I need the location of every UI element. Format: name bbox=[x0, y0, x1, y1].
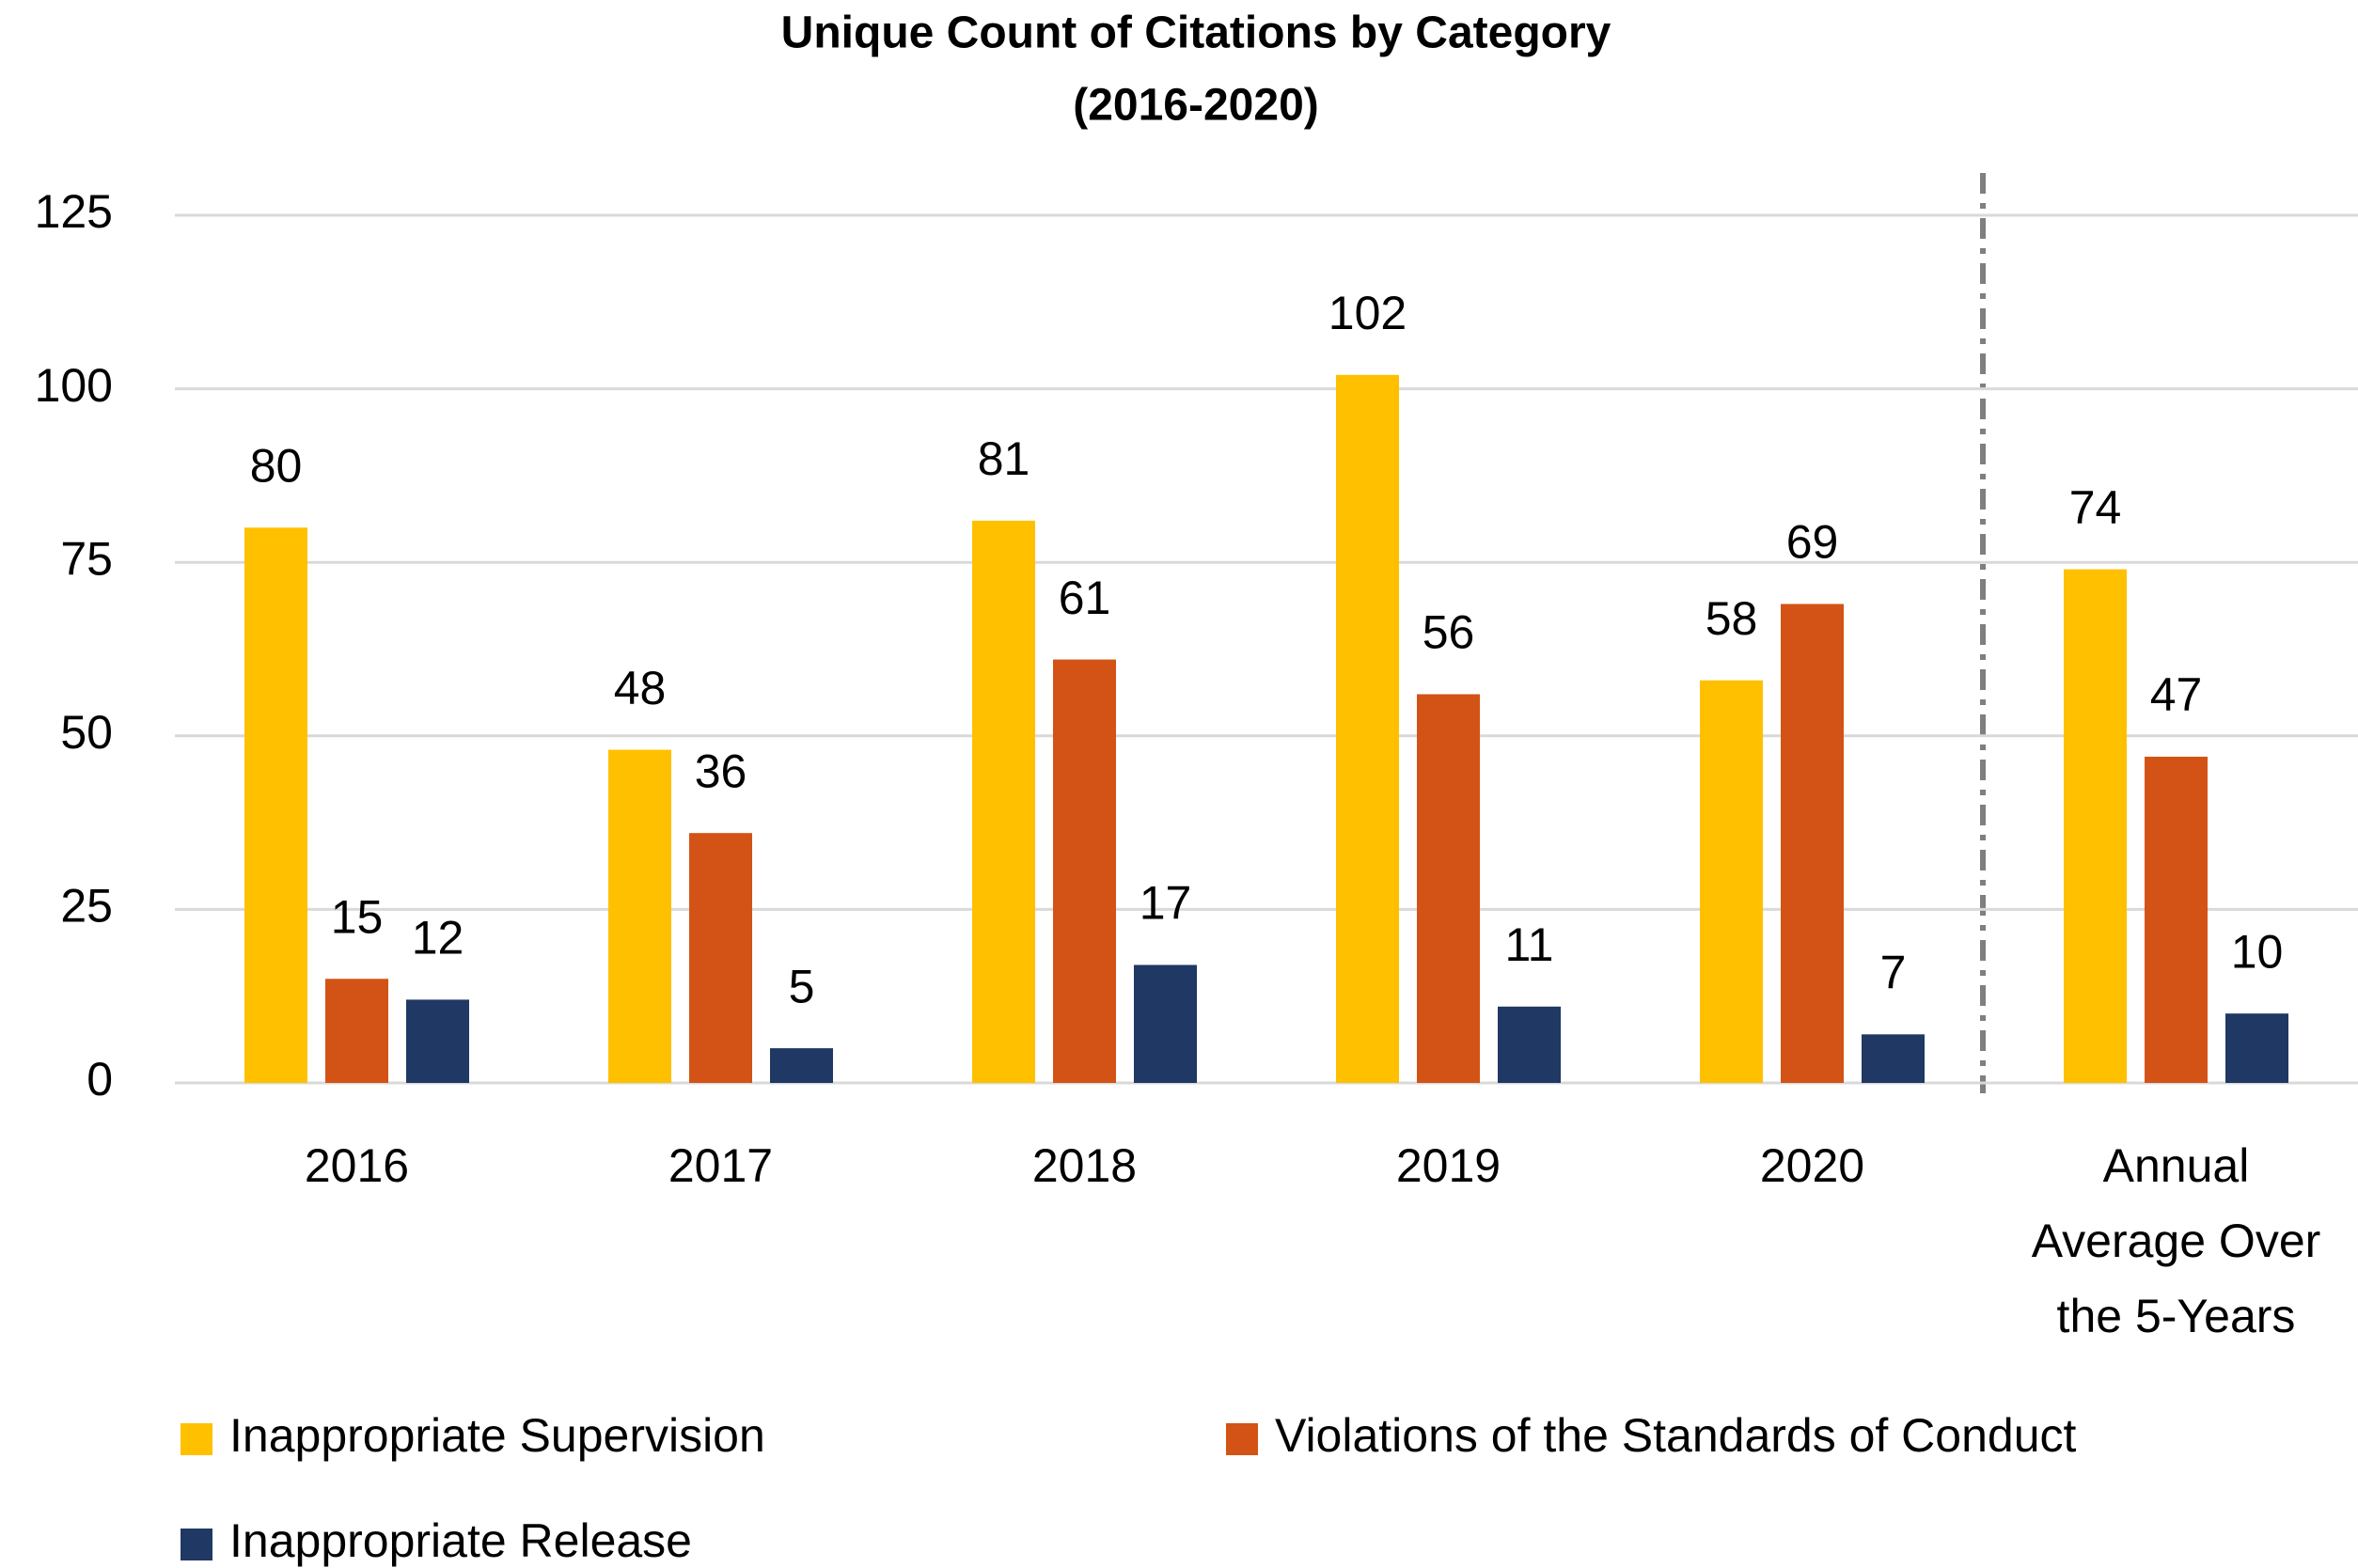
bar bbox=[770, 1048, 833, 1083]
data-label: 36 bbox=[695, 745, 747, 797]
bar bbox=[2225, 1013, 2288, 1083]
y-tick-label: 75 bbox=[60, 532, 113, 585]
data-label: 48 bbox=[614, 662, 667, 714]
x-tick-label: Annual Average Over the 5-Years bbox=[2031, 1139, 2321, 1342]
bar bbox=[608, 749, 671, 1083]
data-label: 11 bbox=[1505, 918, 1554, 971]
x-tick-label: 2016 bbox=[304, 1139, 410, 1192]
data-label: 69 bbox=[1786, 516, 1839, 569]
y-tick-label: 0 bbox=[86, 1053, 113, 1105]
bar bbox=[244, 527, 307, 1083]
data-label: 74 bbox=[2069, 481, 2122, 534]
data-label: 15 bbox=[331, 890, 384, 943]
legend-swatch bbox=[1226, 1423, 1258, 1455]
y-tick-label: 100 bbox=[35, 359, 113, 412]
bar bbox=[406, 999, 469, 1083]
bar bbox=[972, 520, 1035, 1083]
bar bbox=[1053, 659, 1116, 1083]
bar bbox=[1134, 964, 1197, 1083]
legend-label: Inappropriate Supervision bbox=[229, 1409, 765, 1462]
data-label: 102 bbox=[1328, 287, 1407, 339]
data-label: 80 bbox=[250, 439, 303, 492]
bar bbox=[1417, 694, 1480, 1083]
bar bbox=[1700, 680, 1763, 1083]
legend-swatch bbox=[181, 1423, 212, 1455]
legend-swatch bbox=[181, 1529, 212, 1560]
legend-label: Inappropriate Release bbox=[229, 1514, 692, 1567]
bar bbox=[1498, 1006, 1561, 1083]
data-label: 47 bbox=[2150, 668, 2203, 721]
data-label: 5 bbox=[789, 960, 815, 1012]
bar bbox=[325, 979, 388, 1083]
x-tick-label: 2017 bbox=[668, 1139, 774, 1192]
legend-label: Violations of the Standards of Conduct bbox=[1275, 1409, 2077, 1462]
x-tick-label: 2020 bbox=[1759, 1139, 1865, 1192]
bar bbox=[1781, 604, 1844, 1083]
data-label: 81 bbox=[978, 432, 1030, 485]
y-tick-label: 25 bbox=[60, 880, 113, 933]
x-tick-label: 2019 bbox=[1395, 1139, 1501, 1192]
data-label: 10 bbox=[2231, 925, 2284, 978]
x-tick-label: 2018 bbox=[1031, 1139, 1138, 1192]
data-label: 17 bbox=[1140, 877, 1192, 930]
bar bbox=[689, 833, 752, 1083]
y-tick-label: 125 bbox=[35, 185, 113, 238]
y-tick-label: 50 bbox=[60, 706, 113, 759]
data-label: 56 bbox=[1423, 606, 1475, 659]
bar bbox=[2064, 569, 2127, 1083]
data-label: 58 bbox=[1706, 592, 1758, 645]
bar bbox=[2145, 756, 2208, 1083]
chart-title: Unique Count of Citations by Category bbox=[781, 8, 1611, 58]
bar bbox=[1336, 374, 1399, 1083]
bar bbox=[1862, 1034, 1925, 1083]
data-label: 7 bbox=[1880, 947, 1907, 999]
chart-subtitle: (2016-2020) bbox=[1073, 81, 1319, 131]
data-label: 61 bbox=[1059, 572, 1111, 624]
data-label: 12 bbox=[412, 912, 464, 964]
